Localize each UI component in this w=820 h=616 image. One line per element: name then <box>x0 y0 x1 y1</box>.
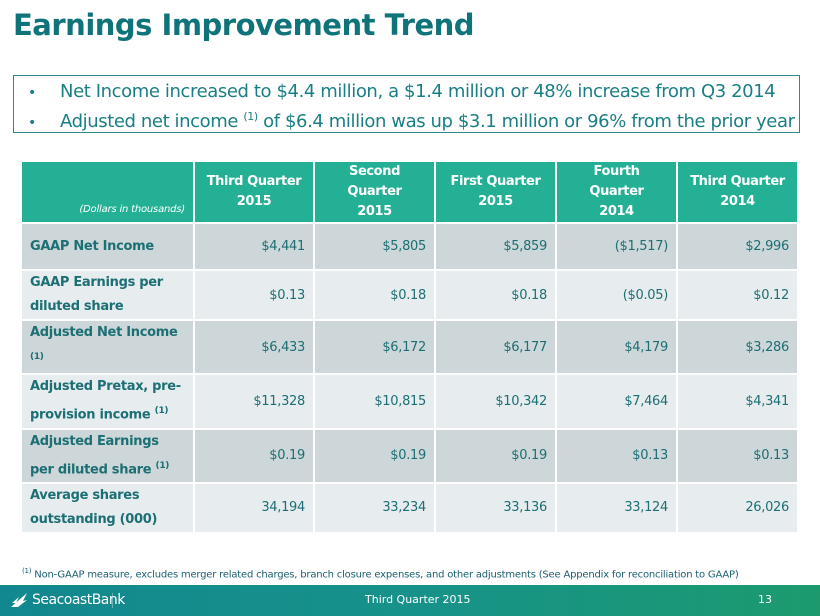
table-cell: $0.19 <box>314 428 436 484</box>
footnote-marker: (1) <box>22 567 32 575</box>
table-cell: $0.13 <box>677 428 799 484</box>
table-cell: $5,805 <box>314 223 436 271</box>
row-label: Adjusted Pretax, pre-provision income (1… <box>22 374 195 430</box>
table-cell: $6,172 <box>314 320 436 376</box>
footnote: (1) Non-GAAP measure, excludes merger re… <box>22 567 739 580</box>
units-label: (Dollars in thousands) <box>22 162 195 224</box>
column-header: Third Quarter 2015 <box>194 162 315 224</box>
bullet-icon: • <box>28 85 36 101</box>
table-cell: $0.18 <box>435 270 557 321</box>
table-row: Adjusted Net Income (1) $6,433 $6,172 $6,17… <box>22 320 799 376</box>
table-row: GAAP Earnings per diluted share $0.13 $0.1… <box>22 270 799 321</box>
column-header: First Quarter 2015 <box>435 162 557 224</box>
table-cell: ($1,517) <box>556 223 678 271</box>
footnote-marker: (1) <box>155 460 170 471</box>
table-cell: $5,859 <box>435 223 557 271</box>
table-cell: ($0.05) <box>556 270 678 321</box>
table-cell: $0.12 <box>677 270 799 321</box>
bullet-text-pre: Adjusted net income <box>60 111 244 132</box>
row-label: Adjusted Net Income (1) <box>22 320 195 376</box>
table-cell: $4,441 <box>194 223 315 271</box>
table-cell: $10,342 <box>435 374 557 430</box>
bullet-icon: • <box>28 115 36 131</box>
highlight-bullet: • Net Income increased to $4.4 million, … <box>28 80 799 105</box>
table-cell: $4,341 <box>677 374 799 430</box>
footnote-marker: (1) <box>30 352 44 362</box>
bullet-text: Adjusted net income (1) of $6.4 million … <box>60 105 795 134</box>
table-cell: $0.19 <box>194 428 315 484</box>
column-header: Fourth Quarter 2014 <box>556 162 678 224</box>
table-row: Adjusted Earnings per diluted share (1) $… <box>22 428 799 484</box>
table-cell: $0.19 <box>435 428 557 484</box>
footer-period: Third Quarter 2015 <box>365 593 471 606</box>
footnote-text: Non-GAAP measure, excludes merger relate… <box>31 569 739 581</box>
table-cell: 33,234 <box>314 482 436 534</box>
table-cell: $0.13 <box>556 428 678 484</box>
table-cell: $4,179 <box>556 320 678 376</box>
company-logo: SeacoastBank <box>10 592 125 608</box>
sail-icon <box>11 593 27 607</box>
highlight-bullet: • Adjusted net income (1) of $6.4 millio… <box>28 105 799 135</box>
table-row: Adjusted Pretax, pre-provision income (1… <box>22 374 799 430</box>
table-cell: 34,194 <box>194 482 315 534</box>
table-cell: 26,026 <box>677 482 799 534</box>
table-cell: $3,286 <box>677 320 799 376</box>
bullet-text: Net Income increased to $4.4 million, a … <box>60 81 776 102</box>
highlights-callout: • Net Income increased to $4.4 million, … <box>13 75 800 133</box>
table-cell: $2,996 <box>677 223 799 271</box>
table-cell: $11,328 <box>194 374 315 430</box>
bullet-text-post: of $6.4 million was up $3.1 million or 9… <box>257 111 795 132</box>
footnote-marker: (1) <box>154 406 169 417</box>
footer-bar: SeacoastBank Third Quarter 2015 13 <box>0 585 820 616</box>
earnings-table: (Dollars in thousands) Third Quarter 2015… <box>22 162 799 534</box>
table-cell: 33,124 <box>556 482 678 534</box>
row-label: Adjusted Earnings per diluted share (1) <box>22 428 195 484</box>
row-label: GAAP Earnings per diluted share <box>22 270 195 321</box>
footnote-marker: (1) <box>243 110 258 123</box>
table-cell: $7,464 <box>556 374 678 430</box>
row-label: GAAP Net Income <box>22 223 195 271</box>
column-header: Second Quarter 2015 <box>314 162 436 224</box>
table-cell: $6,433 <box>194 320 315 376</box>
table-cell: $10,815 <box>314 374 436 430</box>
page-number: 13 <box>758 593 772 606</box>
table-header-row: (Dollars in thousands) Third Quarter 2015… <box>22 162 799 224</box>
table-row: GAAP Net Income $4,441 $5,805 $5,859 ($1,517… <box>22 223 799 271</box>
table-row: Average shares outstanding (000) 34,194 33… <box>22 482 799 534</box>
table-cell: $0.18 <box>314 270 436 321</box>
logo-divider <box>112 593 113 608</box>
table-cell: 33,136 <box>435 482 557 534</box>
company-name: SeacoastBank <box>32 592 125 608</box>
slide-title: Earnings Improvement Trend <box>13 8 475 42</box>
row-label: Average shares outstanding (000) <box>22 482 195 534</box>
table-cell: $0.13 <box>194 270 315 321</box>
column-header: Third Quarter 2014 <box>677 162 799 224</box>
table-cell: $6,177 <box>435 320 557 376</box>
